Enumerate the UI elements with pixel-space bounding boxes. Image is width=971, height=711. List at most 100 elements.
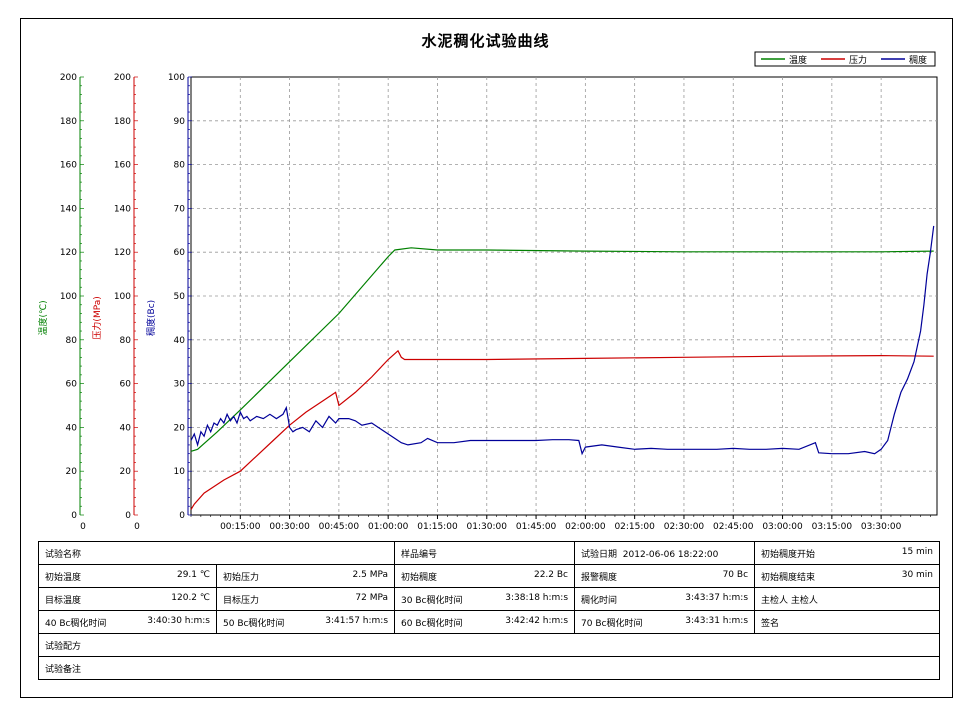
y-tick-label: 120: [114, 248, 131, 258]
bc40-label: 40 Bc稠化时间: [45, 618, 107, 629]
x-tick-label: 00:15:00: [220, 522, 261, 532]
init-consistency-end-cell: 初始稠度结束 30 min: [754, 564, 941, 588]
thick-time-label: 稠化时间: [581, 595, 618, 606]
y-tick-label: 60: [174, 248, 186, 258]
init-consistency-start-label: 初始稠度开始: [761, 549, 816, 560]
x-tick-label: 03:15:00: [812, 522, 853, 532]
test-date-label: 试验日期: [581, 549, 618, 560]
y-axis-bottom-label: 0: [134, 522, 140, 532]
y-tick-label: 30: [174, 380, 186, 390]
y-tick-label: 20: [120, 467, 132, 477]
init-press-cell: 初始压力 2.5 MPa: [215, 564, 396, 588]
x-tick-label: 00:30:00: [269, 522, 310, 532]
chart-title: 水泥稠化试验曲线: [421, 32, 550, 50]
bc40-cell: 40 Bc稠化时间 3:40:30 h:m:s: [38, 610, 217, 634]
y-axis-title: 温度(℃): [37, 300, 49, 335]
x-tick-label: 01:45:00: [516, 522, 557, 532]
x-tick-label: 03:00:00: [762, 522, 803, 532]
y-tick-label: 160: [114, 161, 131, 171]
table-row: 初始温度 29.1 ℃ 初始压力 2.5 MPa 初始稠度 22.2 Bc 报警稠度 7…: [38, 564, 941, 588]
init-temp-label: 初始温度: [45, 572, 82, 583]
y-tick-label: 140: [60, 204, 77, 214]
y-axis-title: 稠度(Bc): [145, 300, 157, 336]
y-tick-label: 10: [174, 467, 186, 477]
info-table: 试验名称 样品编号 试验日期 2012-06-06 18:22:00 初始稠度开…: [37, 541, 941, 680]
report-frame: [20, 18, 953, 698]
bc30-label: 30 Bc稠化时间: [401, 595, 463, 606]
series-line-temperature: [190, 247, 934, 452]
table-row: 目标温度 120.2 ℃ 目标压力 72 MPa 30 Bc稠化时间 3:38:18 …: [38, 587, 941, 611]
y-tick-label: 60: [66, 380, 78, 390]
test-date-value: 2012-06-06 18:22:00: [622, 549, 719, 560]
x-tick-label: 01:30:00: [467, 522, 508, 532]
bc30-cell: 30 Bc稠化时间 3:38:18 h:m:s: [394, 587, 576, 611]
y-tick-label: 0: [125, 511, 131, 521]
chart-svg: 00:15:00 00:30:00 00:45:00 01:00:00 01:15:00…: [37, 51, 938, 532]
x-tick-label: 02:30:00: [664, 522, 705, 532]
y-tick-label: 200: [60, 73, 77, 83]
inspector-value: 主检人 主检人: [761, 595, 818, 606]
y-tick-label: 160: [60, 161, 77, 171]
y-axis-bottom-label: 0: [80, 522, 86, 532]
target-press-value: 72 MPa: [355, 592, 389, 603]
sample-no-label: 样品编号: [401, 549, 438, 560]
table-row: 试验配方: [37, 633, 941, 657]
init-temp-value: 29.1 ℃: [176, 569, 210, 580]
y-tick-label: 70: [174, 204, 186, 214]
y-tick-label: 60: [120, 380, 132, 390]
bc60-cell: 60 Bc稠化时间 3:42:42 h:m:s: [394, 610, 576, 634]
target-press-cell: 目标压力 72 MPa: [215, 587, 396, 611]
y-tick-label: 20: [66, 467, 78, 477]
bc60-label: 60 Bc稠化时间: [401, 618, 463, 629]
test-name-cell: 试验名称: [37, 541, 396, 565]
alarm-consistency-label: 报警稠度: [581, 572, 618, 583]
y-tick-label: 140: [114, 204, 131, 214]
remark-cell: 试验备注: [37, 656, 941, 680]
y-tick-label: 40: [66, 423, 78, 433]
x-tick-label: 02:00:00: [565, 522, 606, 532]
x-tick-label: 01:00:00: [368, 522, 409, 532]
init-press-label: 初始压力: [223, 572, 260, 583]
table-row: 40 Bc稠化时间 3:40:30 h:m:s 50 Bc稠化时间 3:41:57 …: [38, 610, 941, 634]
remark-label: 试验备注: [45, 664, 82, 675]
y-tick-label: 100: [60, 292, 77, 302]
y-tick-label: 90: [174, 117, 186, 127]
series-line-pressure: [190, 349, 934, 510]
formula-cell: 试验配方: [37, 633, 941, 657]
table-row: 试验名称 样品编号 试验日期 2012-06-06 18:22:00 初始稠度开…: [37, 541, 941, 565]
legend-label: 压力: [849, 54, 867, 66]
inspector-cell: 主检人 主检人: [754, 587, 941, 611]
init-consistency-end-label: 初始稠度结束: [761, 572, 816, 583]
y-tick-label: 120: [60, 248, 77, 258]
y-tick-label: 180: [60, 117, 77, 127]
y-tick-label: 40: [120, 423, 132, 433]
y-tick-label: 40: [174, 336, 186, 346]
y-tick-label: 80: [174, 161, 186, 171]
init-consistency-label: 初始稠度: [401, 572, 438, 583]
y-tick-label: 0: [179, 511, 185, 521]
bc50-label: 50 Bc稠化时间: [223, 618, 285, 629]
series-line-consistency: [190, 225, 935, 456]
y-tick-label: 100: [114, 292, 131, 302]
bc30-value: 3:38:18 h:m:s: [505, 592, 569, 603]
x-tick-label: 01:15:00: [417, 522, 458, 532]
bc70-cell: 70 Bc稠化时间 3:43:31 h:m:s: [574, 610, 756, 634]
bc60-value: 3:42:42 h:m:s: [505, 615, 569, 626]
legend-label: 稠度: [909, 54, 927, 66]
x-tick-label: 00:45:00: [319, 522, 360, 532]
formula-label: 试验配方: [45, 641, 82, 652]
init-consistency-end-value: 30 min: [901, 569, 934, 580]
bc70-label: 70 Bc稠化时间: [581, 618, 643, 629]
y-tick-label: 200: [114, 73, 131, 83]
bc70-value: 3:43:31 h:m:s: [685, 615, 749, 626]
x-tick-label: 02:45:00: [713, 522, 754, 532]
thick-time-value: 3:43:37 h:m:s: [685, 592, 749, 603]
init-temp-cell: 初始温度 29.1 ℃: [38, 564, 217, 588]
bc50-value: 3:41:57 h:m:s: [325, 615, 389, 626]
alarm-consistency-cell: 报警稠度 70 Bc: [574, 564, 756, 588]
y-tick-label: 180: [114, 117, 131, 127]
legend-label: 温度: [789, 54, 807, 66]
bc50-cell: 50 Bc稠化时间 3:41:57 h:m:s: [215, 610, 396, 634]
sign-cell: 签名: [754, 610, 941, 634]
y-tick-label: 80: [66, 336, 78, 346]
